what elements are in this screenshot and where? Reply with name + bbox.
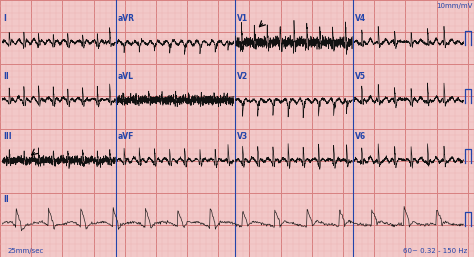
Text: aVL: aVL xyxy=(118,72,134,81)
Text: II: II xyxy=(3,72,9,81)
Text: 25mm/sec: 25mm/sec xyxy=(7,249,44,254)
Text: aVF: aVF xyxy=(118,132,135,141)
Text: V2: V2 xyxy=(237,72,247,81)
Text: V1: V1 xyxy=(237,14,247,23)
Text: aVR: aVR xyxy=(118,14,135,23)
Text: V3: V3 xyxy=(237,132,247,141)
Text: 60~ 0.32 - 150 Hz: 60~ 0.32 - 150 Hz xyxy=(402,249,467,254)
Text: II: II xyxy=(3,195,9,204)
Text: V5: V5 xyxy=(355,72,366,81)
Text: I: I xyxy=(3,14,6,23)
Text: III: III xyxy=(3,132,11,141)
Text: 10mm/mV: 10mm/mV xyxy=(437,3,473,8)
Text: V4: V4 xyxy=(355,14,366,23)
Text: V6: V6 xyxy=(355,132,366,141)
